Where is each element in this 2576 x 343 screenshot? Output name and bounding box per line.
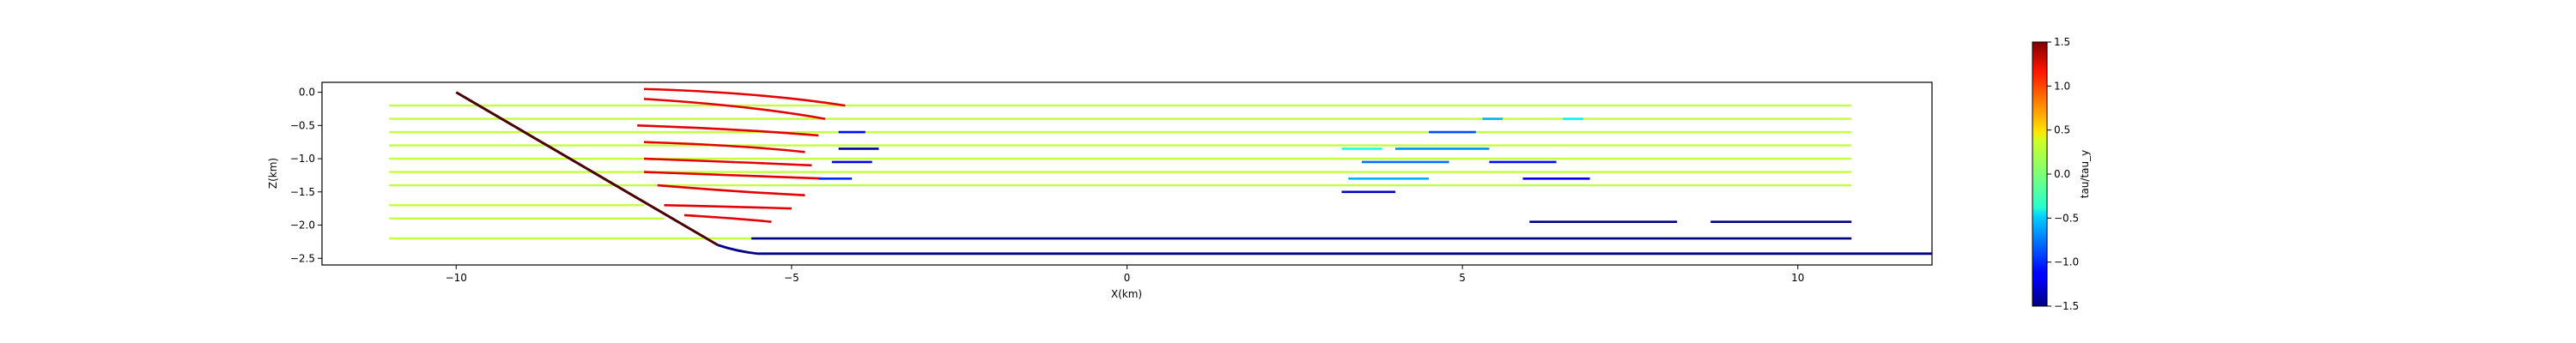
x-tick-label: −10 — [446, 272, 467, 284]
x-axis-label: X(km) — [1111, 288, 1142, 300]
hanging-wall-layer — [683, 214, 772, 223]
hanging-wall-layer — [664, 203, 792, 210]
hanging-wall-layer — [643, 98, 826, 120]
plot-area: −10 −5 0 5 10 0.0−0.5−1.0−1.5−2.0−2.5 X(km) … — [267, 81, 1933, 300]
colorbar-gradient — [2032, 41, 2048, 307]
x-tick-label: 5 — [1459, 272, 1466, 284]
colorbar-tick-label: 1.5 — [2054, 36, 2070, 48]
colorbar-tick-label: −1.0 — [2054, 256, 2079, 268]
hanging-wall-layer — [643, 141, 805, 153]
colorbar-tick-label: 1.0 — [2054, 80, 2070, 92]
y-tick-label: 0.0 — [299, 87, 315, 99]
colorbar: 1.5 1.0 0.5 0.0 −0.5 −1.0 −1.5 tau/tau_y — [2032, 36, 2091, 312]
hanging-wall-layer — [637, 124, 819, 137]
data-layer — [389, 87, 1932, 256]
x-tick-label: −5 — [784, 272, 799, 284]
colorbar-tick-label: −0.5 — [2054, 212, 2079, 224]
y-tick-label: −0.5 — [290, 119, 315, 131]
y-axis-ticks: 0.0 −0.5 −1.0 −1.5 −2.0 −2.5 — [290, 87, 322, 264]
y-tick-label: −1.5 — [290, 186, 315, 198]
colorbar-label: tau/tau_y — [2079, 150, 2091, 198]
hanging-wall-layer — [643, 87, 846, 107]
colorbar-tick-label: −1.5 — [2054, 300, 2079, 312]
y-tick-label: −2.5 — [290, 252, 315, 264]
y-tick-label: −2.0 — [290, 220, 315, 232]
hanging-wall-layer — [657, 184, 805, 196]
bottom-boundary — [717, 244, 1932, 256]
fault-line — [455, 91, 719, 247]
colorbar-tick-label: 0.5 — [2054, 124, 2070, 136]
colorbar-ticks: 1.5 1.0 0.5 0.0 −0.5 −1.0 −1.5 — [2047, 36, 2079, 312]
x-axis-ticks: −10 −5 0 5 10 — [446, 265, 1804, 284]
y-axis-label: Z(km) — [267, 158, 279, 189]
x-tick-label: 10 — [1791, 272, 1804, 284]
hanging-wall-layer — [643, 157, 812, 167]
hanging-wall-layer — [643, 171, 825, 180]
y-tick-label: −1.0 — [290, 153, 315, 165]
colorbar-tick-label: 0.0 — [2054, 168, 2070, 180]
x-tick-label: 0 — [1124, 272, 1131, 284]
